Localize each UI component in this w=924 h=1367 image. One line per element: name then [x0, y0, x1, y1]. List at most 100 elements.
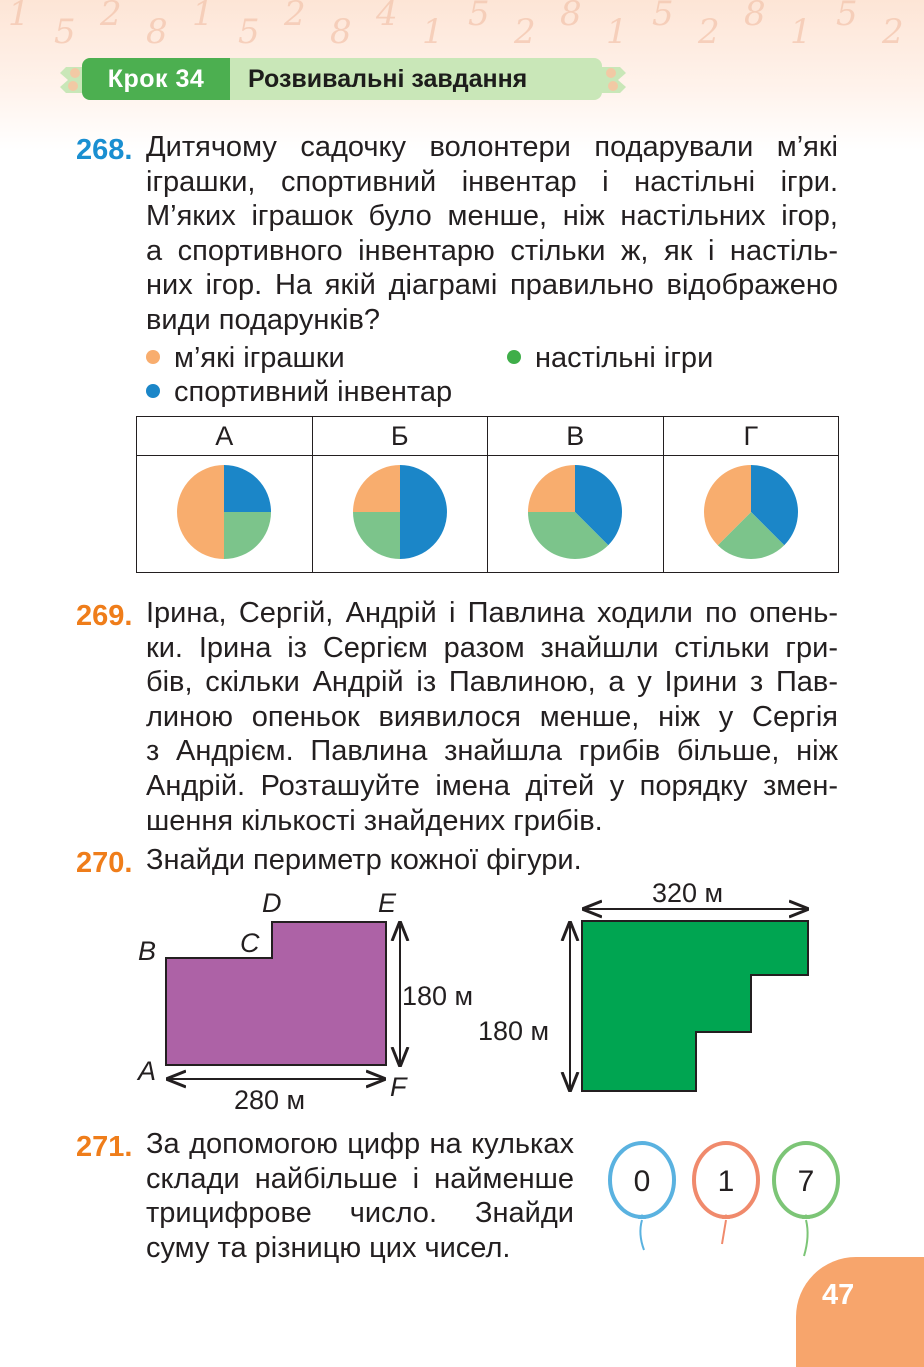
- pie-chart-v: [528, 464, 623, 559]
- pie-options-table: А Б В Г: [136, 416, 839, 573]
- task-269-line: ки. Ірина із Сергієм разом знайшли стіль…: [146, 631, 838, 664]
- task-271-text: За допомогою цифр на кульках склади найб…: [146, 1127, 574, 1265]
- vertex-label-c: C: [240, 928, 260, 958]
- figure-2-shape: [581, 920, 809, 1092]
- task-269-line: Ірина, Сергій, Андрій і Павлина ходили п…: [146, 597, 838, 629]
- task-269-text: Ірина, Сергій, Андрій і Павлина ходили п…: [146, 596, 838, 838]
- option-label-b: Б: [311, 416, 488, 456]
- balloon-digit-2: 7: [798, 1165, 815, 1198]
- task-269-number: 269.: [76, 600, 133, 632]
- vertex-label-e: E: [378, 888, 397, 918]
- balloon-1: 1: [692, 1141, 760, 1245]
- background-digit: 2: [882, 12, 904, 52]
- pie-slice: [717, 511, 784, 559]
- task-269-line: линою опеньок виявилося менше, ніж у Сер…: [146, 700, 838, 733]
- pie-slice: [352, 511, 400, 559]
- background-digit: 2: [698, 12, 720, 52]
- background-digit: 1: [606, 12, 628, 52]
- background-digit: 1: [422, 12, 444, 52]
- task-268-number: 268.: [76, 134, 133, 166]
- background-digit: 8: [744, 0, 766, 34]
- figure-1-width-label: 280 м: [234, 1085, 306, 1115]
- pie-slice: [703, 464, 751, 545]
- legend-label: настільні ігри: [535, 342, 714, 374]
- task-269-line: шення кількості знайдених грибів.: [146, 804, 603, 837]
- legend-label: м’які іграшки: [174, 342, 345, 374]
- task-270-text: Знайди периметр кожної фігури.: [146, 844, 582, 876]
- background-digit: 4: [376, 0, 398, 34]
- pie-slice: [528, 511, 609, 559]
- legend-board-games: настільні ігри: [507, 341, 713, 375]
- task-269-line: з Андрієм. Павлина знайшла грибів більше…: [146, 735, 838, 768]
- step-badge: Крок 34: [82, 58, 230, 100]
- pie-slice: [750, 464, 798, 545]
- task-268-text: Дитячому садочку волонтери подарували м’…: [146, 130, 838, 338]
- balloon-digit-0: 0: [634, 1165, 651, 1198]
- green-dot-icon: [507, 350, 521, 364]
- task-270-number: 270.: [76, 847, 133, 879]
- pie-slice: [352, 464, 400, 512]
- background-digit: 2: [514, 12, 536, 52]
- task-268-line: іграшки, спортивний інвентар і настільні…: [146, 165, 838, 198]
- option-label-g: Г: [662, 416, 839, 456]
- orange-dot-icon: [146, 350, 160, 364]
- task-268-line: М’яких іграшок було менше, ніж настільни…: [146, 200, 838, 233]
- vertex-label-d: D: [262, 888, 282, 918]
- section-title: Розвивальні завдання: [230, 58, 602, 100]
- vertex-label-b: B: [138, 936, 157, 966]
- task-268-line: них ігор. На якій діаграмі правильно від…: [146, 269, 838, 302]
- background-digit: 2: [100, 0, 122, 34]
- task-268-line: а спортивного інвентарю стільки ж, як і …: [146, 234, 838, 267]
- vertex-label-a: A: [138, 1056, 157, 1086]
- balloons-group: 0 1 7: [608, 1141, 840, 1257]
- pie-cell-v: [487, 455, 664, 573]
- pie-cell-a: [136, 455, 313, 573]
- page-number-badge: 47: [796, 1257, 924, 1367]
- figure-1-height-label: 180 м: [402, 981, 474, 1011]
- pie-cell-b: [311, 455, 488, 573]
- background-digit: 5: [54, 12, 76, 52]
- background-digit: 1: [790, 12, 812, 52]
- task-268-line: види подарунків?: [146, 303, 381, 336]
- pie-cell-g: [662, 455, 839, 573]
- pie-slice: [528, 464, 576, 512]
- legend-sports-equipment: спортивний інвентар: [146, 375, 452, 409]
- background-digit: 8: [330, 12, 352, 52]
- balloon-2: 7: [772, 1141, 840, 1257]
- task-271-line: склади найбільше і найменше: [146, 1162, 574, 1195]
- background-digit: 8: [560, 0, 582, 34]
- pie-slice: [399, 464, 447, 559]
- background-digit: 8: [146, 12, 168, 52]
- option-label-v: В: [487, 416, 664, 456]
- balloon-0: 0: [608, 1141, 676, 1251]
- figure-1-shape: [165, 921, 387, 1066]
- task-271-line: суму та різницю цих чисел.: [146, 1231, 511, 1264]
- vertex-label-f: F: [390, 1072, 407, 1102]
- blue-dot-icon: [146, 384, 160, 398]
- pie-slice: [575, 464, 623, 545]
- task-271-number: 271.: [76, 1131, 133, 1163]
- task-271-line: трицифрове число. Знайди: [146, 1197, 574, 1230]
- page-number: 47: [822, 1279, 855, 1311]
- option-label-a: А: [136, 416, 313, 456]
- balloon-digit-1: 1: [718, 1165, 735, 1198]
- background-digit: 1: [192, 0, 214, 34]
- task-271-line: За допомогою цифр на кульках: [146, 1128, 574, 1160]
- ribbon-left-decoration: [60, 67, 86, 93]
- ribbon-right-decoration: [600, 67, 626, 93]
- legend-label: спортивний інвентар: [174, 376, 453, 408]
- background-digit: 5: [652, 0, 674, 34]
- figure-2-diagram: [555, 895, 809, 1092]
- pie-slice: [177, 464, 225, 559]
- pie-chart-g: [703, 464, 798, 559]
- figure-1-diagram: [165, 921, 450, 1125]
- background-digit: 5: [468, 0, 490, 34]
- figure-2-width-label: 320 м: [652, 878, 724, 908]
- task-269-line: бів, скільки Андрій із Павлиною, а у Іри…: [146, 666, 838, 699]
- legend-soft-toys: м’які іграшки: [146, 341, 345, 375]
- pie-chart-b: [352, 464, 447, 559]
- background-digit: 5: [238, 12, 260, 52]
- task-269-line: Андрій. Розташуйте імена дітей у порядку…: [146, 769, 838, 802]
- pie-slice: [224, 511, 272, 559]
